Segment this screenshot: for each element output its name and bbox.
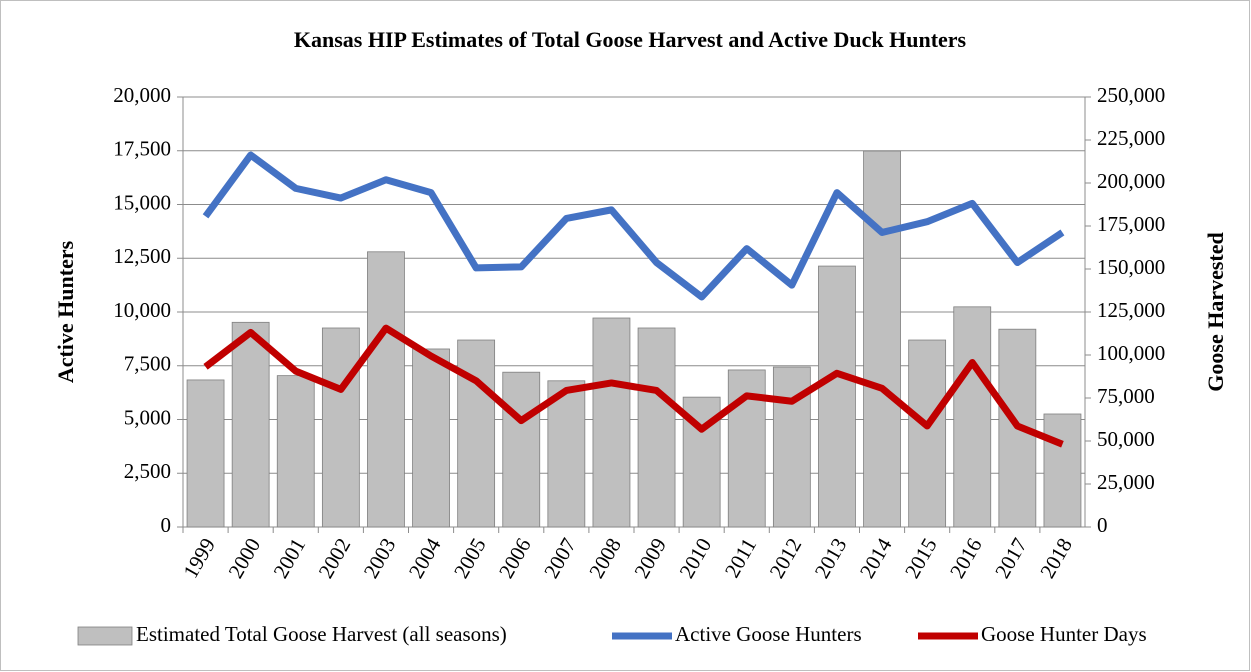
y-tick-label: 2,500 xyxy=(124,459,171,483)
y2-tick-label: 25,000 xyxy=(1097,470,1155,494)
bar xyxy=(276,375,315,528)
y2-tick-label: 250,000 xyxy=(1097,83,1165,107)
y2-tick-label: 125,000 xyxy=(1097,298,1165,322)
y-axis-title: Active Hunters xyxy=(53,240,78,383)
bar xyxy=(953,306,992,528)
y-tick-label: 15,000 xyxy=(113,190,171,214)
y2-axis-title: Goose Harvested xyxy=(1203,232,1228,391)
bar xyxy=(637,327,676,528)
y-tick-label: 7,500 xyxy=(124,352,171,376)
bar xyxy=(818,265,856,528)
y-tick-label: 12,500 xyxy=(113,244,171,268)
bar xyxy=(186,379,225,528)
y2-tick-label: 150,000 xyxy=(1097,255,1165,279)
bar xyxy=(547,380,586,528)
y2-tick-label: 100,000 xyxy=(1097,341,1165,365)
line xyxy=(202,151,1065,301)
legend-label: Goose Hunter Days xyxy=(981,622,1147,646)
y-tick-label: 0 xyxy=(161,513,172,537)
bar xyxy=(908,339,947,528)
y-tick-label: 17,500 xyxy=(113,137,171,161)
bar xyxy=(457,339,496,528)
bar xyxy=(321,327,360,528)
bar xyxy=(863,150,901,528)
bar xyxy=(592,317,631,528)
y2-tick-label: 0 xyxy=(1097,513,1108,537)
y2-tick-label: 200,000 xyxy=(1097,169,1165,193)
bar xyxy=(367,251,405,528)
legend-swatch xyxy=(77,626,133,646)
y-tick-label: 10,000 xyxy=(113,298,171,322)
bar xyxy=(1043,413,1082,528)
legend-label: Estimated Total Goose Harvest (all seaso… xyxy=(136,622,507,646)
chart-title: Kansas HIP Estimates of Total Goose Harv… xyxy=(294,27,967,52)
y2-tick-label: 175,000 xyxy=(1097,212,1165,236)
bar xyxy=(502,371,541,528)
line xyxy=(203,324,1064,448)
y-tick-label: 5,000 xyxy=(124,405,171,429)
bar xyxy=(412,348,450,528)
y2-tick-label: 75,000 xyxy=(1097,384,1155,408)
bar xyxy=(231,321,270,528)
y-tick-label: 20,000 xyxy=(113,83,171,107)
legend-label: Active Goose Hunters xyxy=(675,622,862,646)
y2-tick-label: 50,000 xyxy=(1097,427,1155,451)
y2-tick-label: 225,000 xyxy=(1097,126,1165,150)
